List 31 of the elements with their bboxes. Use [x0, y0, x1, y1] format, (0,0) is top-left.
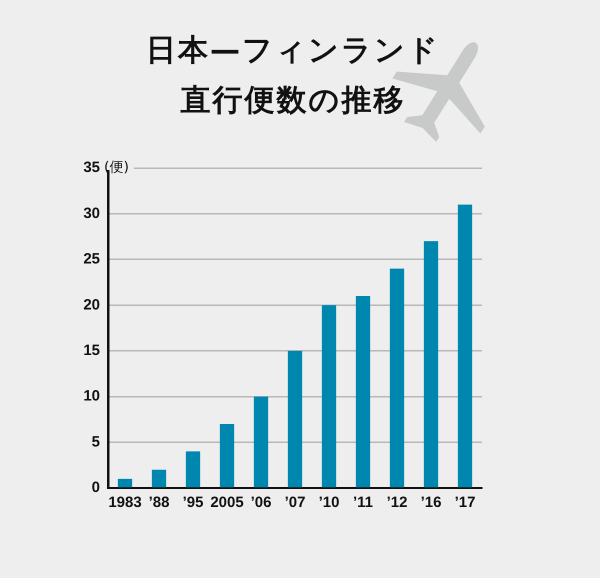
bar: [186, 451, 200, 488]
bar: [322, 305, 336, 488]
x-tick-label: ’10: [318, 494, 340, 512]
bar: [152, 470, 166, 488]
y-tick-label: 30: [83, 204, 100, 222]
x-tick-label: ’95: [182, 494, 204, 512]
chart-title: 日本—フィンランド直行便数の推移: [145, 32, 441, 120]
x-tick-label: 1983: [108, 494, 142, 512]
bar: [288, 350, 302, 488]
bar: [458, 204, 472, 488]
bar: [254, 396, 268, 488]
x-tick-label: 2005: [210, 494, 244, 512]
y-tick-label: 0: [92, 479, 100, 496]
y-tick-label: 35: [83, 159, 100, 176]
x-tick-label: ’88: [148, 494, 170, 512]
bar: [220, 424, 234, 488]
y-tick-label: 25: [83, 250, 100, 268]
bar: [424, 241, 438, 488]
x-tick-label: ’06: [250, 494, 272, 512]
bar: [118, 478, 132, 488]
y-tick-label: 10: [83, 388, 100, 405]
bar: [390, 268, 404, 488]
x-tick-label: ’11: [352, 494, 374, 512]
x-tick-label: ’12: [386, 494, 408, 512]
y-tick-label: 5: [92, 433, 100, 450]
y-tick-label: 20: [83, 296, 100, 314]
x-tick-label: ’17: [454, 494, 476, 512]
x-tick-label: ’16: [420, 494, 442, 512]
y-tick-label: 15: [83, 342, 100, 359]
x-tick-label: ’07: [284, 494, 306, 512]
bar: [356, 296, 370, 488]
